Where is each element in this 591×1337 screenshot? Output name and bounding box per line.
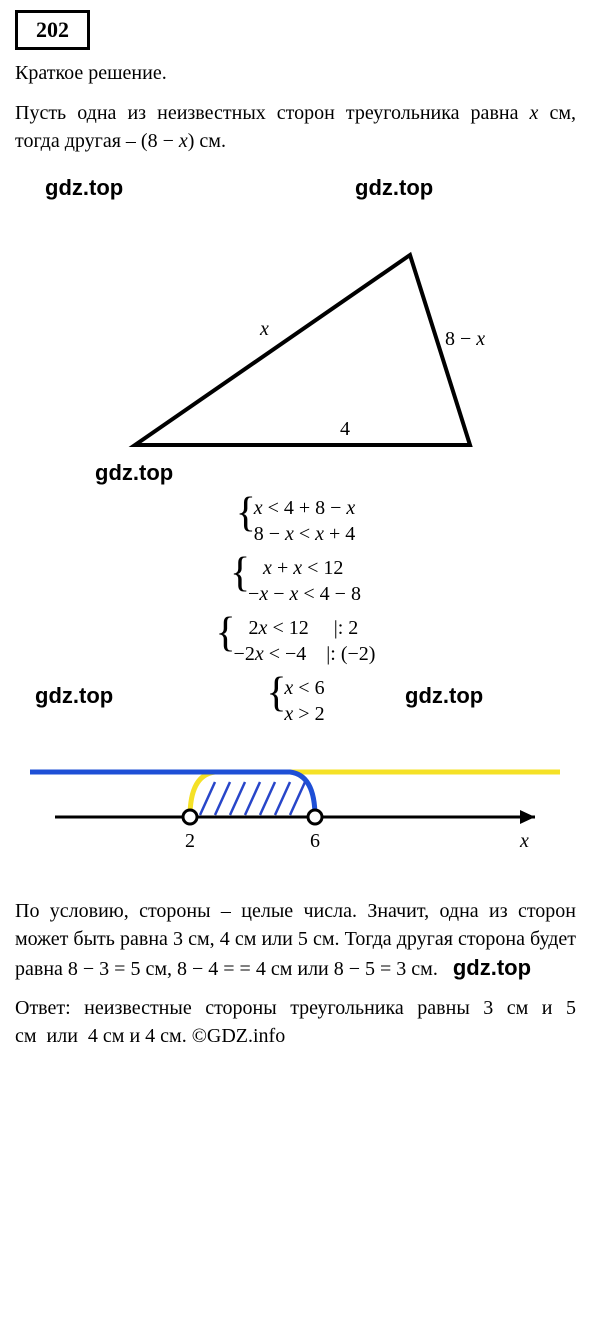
system-4: gdz.top { x < 6 x > 2 gdz.top [15, 675, 576, 727]
triangle-label-right: 8 − x [445, 328, 485, 350]
number-line-figure: 2 6 x [15, 737, 576, 887]
numberline-tick-2: 2 [185, 830, 195, 852]
numberline-tick-6: 6 [310, 830, 320, 852]
subtitle: Краткое решение. [15, 62, 576, 85]
triangle-svg: x 8 − x 4 [115, 225, 495, 465]
triangle-figure: gdz.top gdz.top x 8 − x 4 gdz.top [15, 175, 576, 485]
conclusion-paragraph: По условию, стороны – целые числа. Значи… [15, 897, 576, 984]
triangle-label-bottom: 4 [340, 418, 350, 440]
intro-paragraph: Пусть одна из неизвестных сторон треугол… [15, 99, 576, 155]
watermark-2: gdz.top [355, 175, 433, 201]
answer-paragraph: Ответ: неизвестные стороны треугольника … [15, 994, 576, 1050]
system-1: { x < 4 + 8 − x 8 − x < x + 4 [15, 495, 576, 547]
numberline-axis-label: x [519, 830, 529, 852]
watermark-5: gdz.top [405, 683, 483, 709]
equation-section: { x < 4 + 8 − x 8 − x < x + 4 { x + x < … [15, 495, 576, 727]
number-line-svg: 2 6 x [15, 737, 575, 867]
problem-number: 202 [15, 10, 90, 50]
system-2: { x + x < 12 −x − x < 4 − 8 [15, 555, 576, 607]
watermark-6: gdz.top [453, 955, 531, 980]
watermark-4: gdz.top [35, 683, 113, 709]
watermark-3: gdz.top [95, 460, 173, 486]
system-3: { 2x < 12 |: 2 −2x < −4 |: (−2) [15, 615, 576, 667]
copyright: ©GDZ.info [192, 1025, 286, 1047]
triangle-label-left: x [259, 318, 269, 340]
watermark-1: gdz.top [45, 175, 123, 201]
